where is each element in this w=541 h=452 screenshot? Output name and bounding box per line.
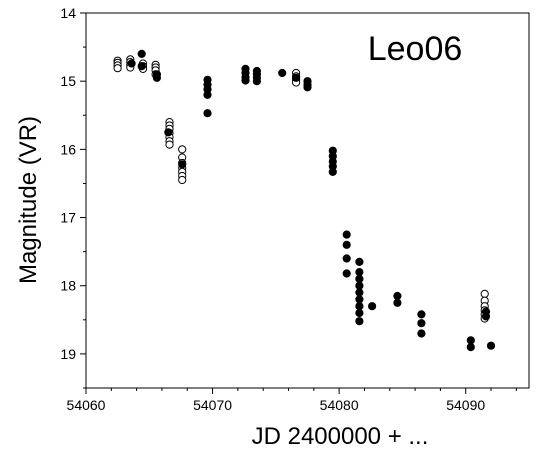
data-point-filled xyxy=(252,77,261,86)
y-tick-label: 19 xyxy=(60,346,76,362)
data-point-filled xyxy=(203,90,212,99)
data-point-filled xyxy=(417,319,426,328)
data-point-open xyxy=(178,145,187,154)
data-point-filled xyxy=(342,240,351,249)
data-point-open xyxy=(178,175,187,185)
data-point-filled xyxy=(417,329,426,338)
x-axis-title: JD 2400000 + ... xyxy=(252,423,429,450)
x-tick-label: 54080 xyxy=(320,397,359,413)
data-point-filled xyxy=(481,312,491,321)
data-point-filled xyxy=(355,274,364,283)
x-axis-ticks: 54060 54070 54080 54090 xyxy=(67,388,517,413)
data-point-filled xyxy=(303,83,312,92)
data-point-filled xyxy=(342,230,351,239)
y-tick-label: 16 xyxy=(60,141,76,157)
data-point-filled xyxy=(164,128,173,137)
data-point-filled xyxy=(355,295,364,304)
y-tick-label: 15 xyxy=(60,73,76,89)
data-point-filled xyxy=(355,308,364,318)
data-point-filled xyxy=(355,317,364,326)
data-point-filled xyxy=(417,310,426,319)
data-points xyxy=(113,49,496,352)
data-point-filled xyxy=(328,167,337,176)
data-point-filled xyxy=(137,62,146,71)
data-point-filled xyxy=(178,160,187,169)
data-point-filled xyxy=(355,257,364,266)
data-point-filled xyxy=(137,49,146,59)
data-point-open xyxy=(113,64,122,73)
data-point-open xyxy=(480,289,489,298)
data-point-filled xyxy=(355,302,364,311)
data-point-filled xyxy=(292,73,301,82)
data-point-filled xyxy=(466,343,475,352)
data-point-filled xyxy=(368,302,377,311)
x-tick-label: 54060 xyxy=(67,397,106,413)
y-axis-title: Magnitude (VR) xyxy=(15,116,42,284)
plot-frame xyxy=(85,12,530,389)
y-tick-label: 17 xyxy=(60,210,76,226)
data-point-filled xyxy=(355,268,364,277)
data-point-filled xyxy=(241,76,250,85)
y-tick-label: 18 xyxy=(60,278,76,294)
data-point-filled xyxy=(342,269,351,278)
x-tick-label: 54070 xyxy=(193,397,232,413)
data-point-filled xyxy=(486,341,496,350)
data-point-filled xyxy=(355,281,364,290)
x-tick-label: 54090 xyxy=(446,397,485,413)
data-point-filled xyxy=(342,254,351,263)
data-point-filled xyxy=(127,59,136,68)
data-point-filled xyxy=(152,73,161,82)
data-point-filled xyxy=(355,288,364,297)
data-point-filled xyxy=(203,109,212,118)
y-axis-ticks: 14 15 16 17 18 19 xyxy=(60,5,86,389)
chart-title: Leo06 xyxy=(368,30,463,68)
data-point-filled xyxy=(278,68,287,78)
data-point-open xyxy=(165,140,174,149)
data-point-filled xyxy=(393,298,402,307)
data-point-filled xyxy=(466,336,475,345)
y-tick-label: 14 xyxy=(60,5,76,21)
data-point-filled xyxy=(393,291,402,301)
